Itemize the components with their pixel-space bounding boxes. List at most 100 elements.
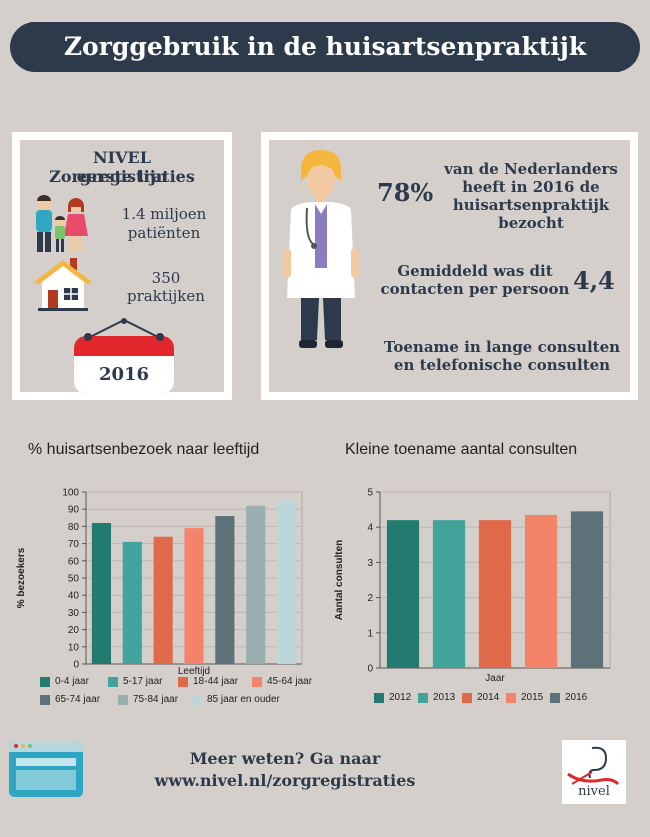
facts-box: 78% van de Nederlanders heeft in 2016 de… [261, 132, 638, 400]
bar-85-jaar-en-ouder [277, 500, 297, 664]
bar-2016 [570, 511, 604, 668]
registration-box: NIVEL Zorgregistraties eerste lijn 1.4 m… [12, 132, 232, 400]
registration-title-line1: NIVEL Zorgregistraties [49, 148, 195, 186]
legend-swatch [374, 692, 384, 703]
calendar-year: 2016 [98, 364, 150, 385]
y-axis-title: % bezoekers [16, 547, 27, 608]
legend-item: 75-84 jaar [118, 694, 178, 705]
avg-text-line1: Gemiddeld was dit [397, 262, 553, 280]
y-tick-label: 20 [68, 625, 80, 636]
increase-text-line2: en telefonische consulten [393, 356, 611, 374]
banner-shape [10, 22, 640, 72]
avg-text-line2: contacten per persoon [380, 280, 570, 298]
y-tick-label: 30 [68, 608, 80, 619]
patients-label: patiënten [127, 224, 201, 242]
bar-5-17-jaar [122, 541, 142, 664]
y-tick-label: 80 [68, 522, 80, 533]
y-tick-label: 10 [68, 642, 80, 653]
legend-label: 85 jaar en ouder [207, 694, 280, 705]
percent-text-line3: huisartsenpraktijk [452, 196, 610, 214]
family-icon [36, 195, 88, 252]
y-tick-label: 4 [367, 523, 373, 534]
consults-legend: 2012 2013 2014 2015 2016 [374, 692, 614, 708]
footer-line1: Meer weten? Ga naar [189, 749, 381, 768]
y-tick-label: 0 [367, 664, 373, 675]
bar-2015 [524, 514, 558, 668]
legend-label: 2015 [521, 692, 544, 703]
patients-count: 1.4 miljoen [121, 205, 207, 223]
title-banner: Zorggebruik in de huisartsenpraktijk [10, 22, 640, 72]
y-tick-label: 40 [68, 591, 80, 602]
legend-label: 2014 [477, 692, 500, 703]
legend-label: 18-44 jaar [193, 676, 239, 687]
legend-label: 5-17 jaar [123, 676, 163, 687]
legend-item: 2016 [550, 692, 587, 703]
legend-label: 75-84 jaar [133, 694, 179, 705]
legend-item: 2013 [418, 692, 455, 703]
legend-swatch [178, 676, 188, 687]
bar-0-4-jaar [91, 522, 111, 664]
y-tick-label: 70 [68, 539, 80, 550]
facts-panel: 78% van de Nederlanders heeft in 2016 de… [269, 140, 630, 392]
x-axis-title: Jaar [485, 673, 505, 684]
legend-label: 0-4 jaar [55, 676, 89, 687]
x-axis-title: Leeftijd [178, 666, 210, 676]
legend-swatch [40, 676, 50, 687]
bar-65-74-jaar [215, 516, 235, 664]
bar-2014 [478, 520, 512, 668]
y-tick-label: 90 [68, 505, 80, 516]
legend-swatch [506, 692, 516, 703]
calendar-icon [74, 318, 174, 394]
legend-item: 18-44 jaar [178, 676, 238, 687]
legend-swatch [550, 692, 560, 703]
legend-label: 65-74 jaar [55, 694, 101, 705]
bar-2013 [432, 520, 466, 668]
y-tick-label: 0 [73, 660, 79, 671]
percent-text-line1: van de Nederlanders [444, 160, 618, 178]
bar-45-64-jaar [184, 528, 204, 664]
legend-item: 65-74 jaar [40, 694, 100, 705]
y-axis-title: Aantal consulten [334, 540, 345, 621]
chart1-title: % huisartsenbezoek naar leeftijd [28, 441, 260, 458]
y-tick-label: 1 [367, 628, 373, 639]
browser-icon [9, 741, 83, 797]
legend-swatch [40, 694, 50, 705]
nivel-logo[interactable]: nivel [562, 740, 626, 804]
legend-swatch [108, 676, 118, 687]
legend-item: 2015 [506, 692, 543, 703]
legend-label: 45-64 jaar [267, 676, 313, 687]
y-tick-label: 100 [62, 488, 79, 499]
nivel-logo-text: nivel [578, 784, 610, 799]
increase-text-line1: Toename in lange consulten [383, 338, 621, 356]
y-tick-label: 5 [367, 488, 373, 499]
chart2-title: Kleine toename aantal consulten [345, 441, 578, 458]
y-tick-label: 3 [367, 558, 373, 569]
y-tick-label: 50 [68, 574, 80, 585]
legend-swatch [462, 692, 472, 703]
age-visits-chart: 0 10 20 30 40 50 60 70 80 90 100 Leeftijd % bezoeker… [16, 488, 303, 676]
legend-item: 45-64 jaar [252, 676, 312, 687]
bar-18-44-jaar [153, 536, 173, 664]
y-tick-label: 2 [367, 593, 373, 604]
legend-item: 5-17 jaar [108, 676, 162, 687]
page-title: Zorggebruik in de huisartsenpraktijk [63, 32, 587, 61]
percent-value: 78% [377, 178, 434, 207]
legend-item: 0-4 jaar [40, 676, 89, 687]
percent-text-line2: heeft in 2016 de [462, 178, 600, 196]
avg-value: 4,4 [573, 266, 615, 295]
legend-label: 2013 [433, 692, 456, 703]
percent-text-line4: bezocht [498, 214, 564, 232]
y-tick-label: 60 [68, 556, 80, 567]
legend-swatch [252, 676, 262, 687]
bar-2012 [386, 520, 420, 668]
registration-title-line2: eerste lijn [76, 167, 168, 186]
legend-swatch [418, 692, 428, 703]
footer-link[interactable]: www.nivel.nl/zorgregistraties [154, 771, 416, 790]
nivel-logo-mark [567, 746, 620, 786]
doctor-icon [283, 150, 359, 348]
legend-item: 2012 [374, 692, 411, 703]
age-visits-legend: 0-4 jaar 5-17 jaar 18-44 jaar 45-64 jaar 65-… [40, 676, 312, 716]
practices-label: praktijken [127, 287, 205, 305]
house-icon [34, 258, 92, 311]
legend-item: 2014 [462, 692, 499, 703]
